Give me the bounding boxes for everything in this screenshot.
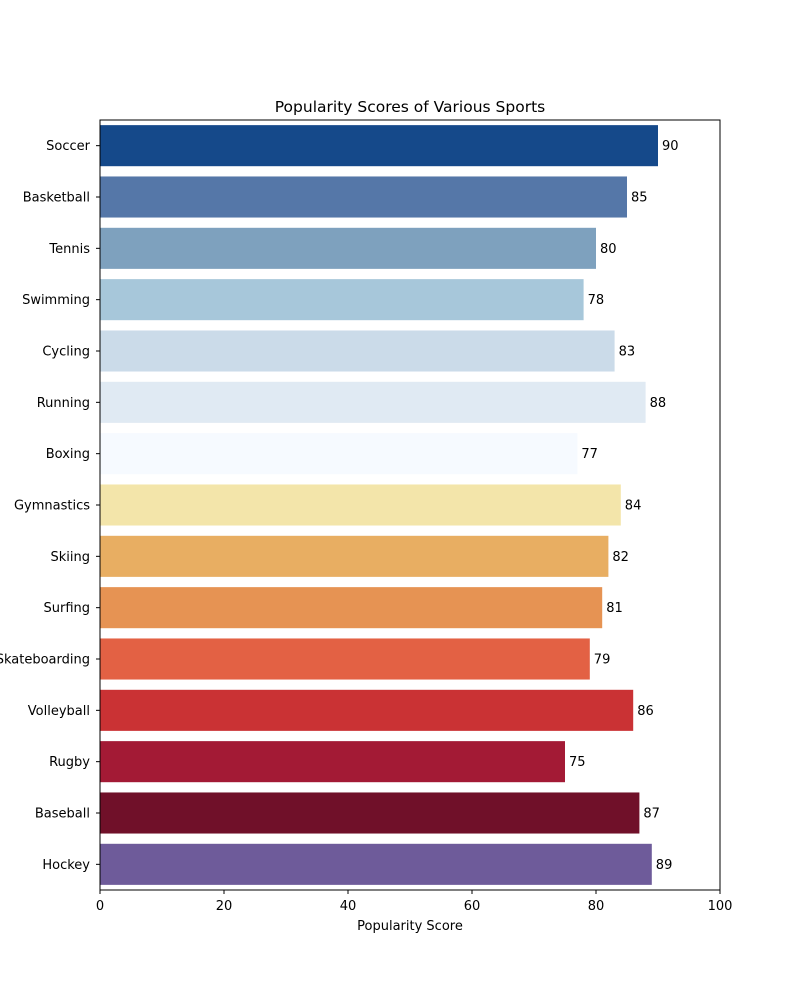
data-label-tennis: 80 bbox=[600, 242, 617, 257]
data-label-skiing: 82 bbox=[612, 550, 629, 565]
data-label-volleyball: 86 bbox=[637, 704, 654, 719]
bar-basketball bbox=[100, 176, 627, 218]
y-tick-label: Baseball bbox=[35, 807, 90, 822]
data-label-cycling: 83 bbox=[619, 345, 636, 360]
y-tick-label: Soccer bbox=[46, 139, 90, 154]
x-tick-label: 20 bbox=[216, 899, 233, 914]
data-label-basketball: 85 bbox=[631, 191, 648, 206]
bar-gymnastics bbox=[100, 484, 621, 526]
bar-running bbox=[100, 381, 646, 423]
bar-skateboarding bbox=[100, 638, 590, 680]
y-tick-label: Gymnastics bbox=[14, 499, 90, 514]
x-tick-label: 100 bbox=[708, 899, 733, 914]
data-label-surfing: 81 bbox=[606, 601, 623, 616]
x-tick-label: 0 bbox=[96, 899, 104, 914]
bar-tennis bbox=[100, 227, 596, 269]
axes-layer: Soccer Basketball Tennis Swimming Cycling Run… bbox=[0, 119, 733, 914]
y-tick-label: Surfing bbox=[43, 601, 90, 616]
bar-boxing bbox=[100, 433, 578, 475]
x-tick-label: 40 bbox=[340, 899, 357, 914]
data-label-hockey: 89 bbox=[656, 858, 673, 873]
data-label-rugby: 75 bbox=[569, 755, 586, 770]
x-tick-label: 80 bbox=[588, 899, 605, 914]
data-label-gymnastics: 84 bbox=[625, 499, 642, 514]
bar-soccer bbox=[100, 125, 658, 167]
y-tick-label: Skateboarding bbox=[0, 653, 90, 668]
data-label-running: 88 bbox=[650, 396, 667, 411]
y-tick-label: Tennis bbox=[48, 242, 90, 257]
data-label-swimming: 78 bbox=[588, 293, 605, 308]
y-tick-label: Running bbox=[37, 396, 90, 411]
y-tick-label: Swimming bbox=[22, 293, 90, 308]
data-label-skateboarding: 79 bbox=[594, 653, 611, 668]
bar-swimming bbox=[100, 279, 584, 321]
value-labels-layer: 90 85 80 78 83 88 77 84 82 81 79 86 75 87 89 bbox=[569, 139, 679, 873]
bar-baseball bbox=[100, 792, 640, 834]
y-tick-label: Skiing bbox=[51, 550, 91, 565]
chart-title: Popularity Scores of Various Sports bbox=[275, 98, 545, 116]
plot-frame bbox=[99, 119, 721, 891]
bar-hockey bbox=[100, 843, 652, 885]
y-tick-label: Basketball bbox=[23, 191, 90, 206]
data-label-baseball: 87 bbox=[643, 807, 660, 822]
x-axis-label: Popularity Score bbox=[357, 919, 463, 934]
bar-rugby bbox=[100, 741, 565, 783]
x-tick-label: 60 bbox=[464, 899, 481, 914]
y-tick-label: Boxing bbox=[46, 447, 90, 462]
bar-cycling bbox=[100, 330, 615, 372]
data-label-boxing: 77 bbox=[581, 447, 598, 462]
y-tick-label: Volleyball bbox=[28, 704, 90, 719]
data-label-soccer: 90 bbox=[662, 139, 679, 154]
y-tick-label: Rugby bbox=[49, 755, 90, 770]
bar-skiing bbox=[100, 535, 609, 577]
bar-surfing bbox=[100, 587, 603, 629]
y-tick-label: Cycling bbox=[42, 345, 90, 360]
bars-layer bbox=[100, 125, 658, 885]
y-tick-label: Hockey bbox=[42, 858, 90, 873]
bar-volleyball bbox=[100, 689, 634, 731]
